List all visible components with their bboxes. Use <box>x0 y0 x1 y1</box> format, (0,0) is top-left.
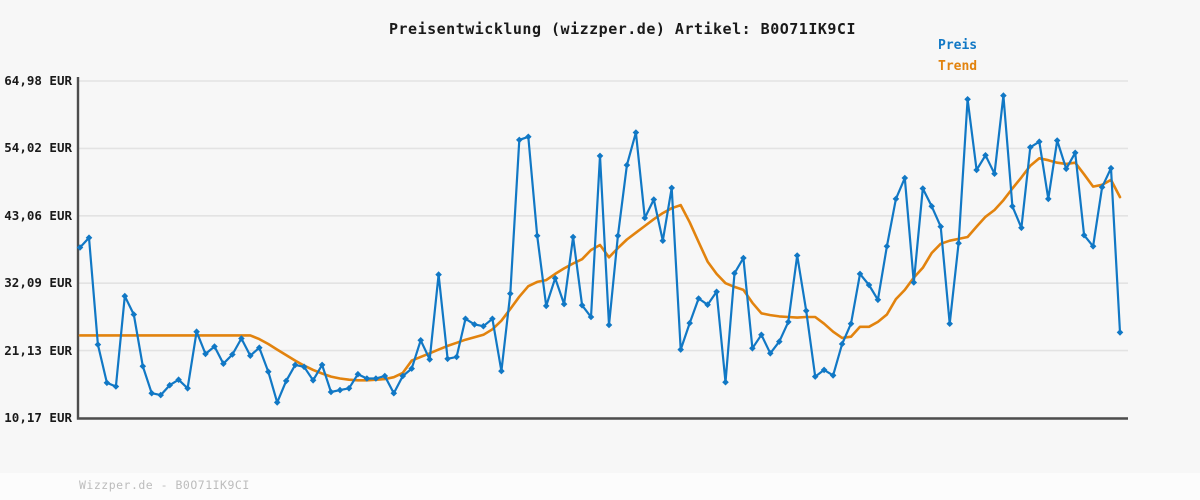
trend-line <box>78 157 1122 382</box>
footer-strip <box>0 473 1200 500</box>
legend-item-trend: Trend <box>938 59 977 75</box>
legend-item-preis: Preis <box>938 38 977 54</box>
y-tick-label: 43,06 EUR <box>4 207 72 223</box>
legend-label-trend: Trend <box>938 59 978 74</box>
axis-lines <box>76 77 1128 420</box>
y-axis: 64,98 EUR 54,02 EUR 43,06 EUR 32,09 EUR 21,1… <box>0 0 72 500</box>
price-line <box>78 94 1122 404</box>
price-markers <box>76 92 1124 406</box>
watermark: Wizzper.de - B0O71IK9CI <box>79 478 250 492</box>
y-tick-label: 54,02 EUR <box>4 140 72 156</box>
y-tick-label: 64,98 EUR <box>4 73 72 88</box>
chart-legend: Preis Trend <box>938 38 977 75</box>
chart-title: Preisentwicklung (wizzper.de) Artikel: B… <box>388 20 856 38</box>
y-tick-label: 32,09 EUR <box>4 275 72 291</box>
y-tick-label: 10,17 EUR <box>4 410 72 425</box>
y-tick-label: 21,13 EUR <box>4 342 72 358</box>
legend-label-preis: Preis <box>938 38 978 53</box>
